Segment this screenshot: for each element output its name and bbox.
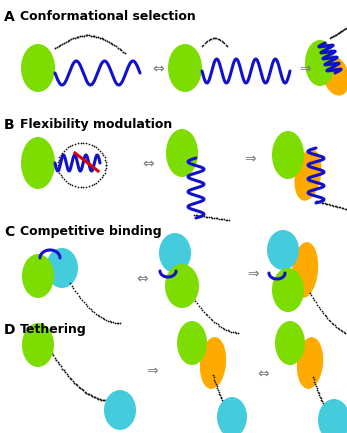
Text: $\Rightarrow$: $\Rightarrow$	[297, 61, 313, 75]
Ellipse shape	[22, 323, 54, 367]
Ellipse shape	[217, 397, 247, 433]
Text: Flexibility modulation: Flexibility modulation	[20, 118, 172, 131]
Ellipse shape	[159, 233, 191, 273]
Text: B: B	[4, 118, 15, 132]
Text: C: C	[4, 225, 14, 239]
Ellipse shape	[294, 149, 322, 201]
Ellipse shape	[46, 248, 78, 288]
Ellipse shape	[272, 131, 304, 179]
Ellipse shape	[322, 56, 347, 96]
Ellipse shape	[165, 264, 199, 308]
Text: Conformational selection: Conformational selection	[20, 10, 196, 23]
Text: $\Rightarrow$: $\Rightarrow$	[242, 151, 258, 165]
Ellipse shape	[21, 44, 55, 92]
Ellipse shape	[305, 40, 335, 86]
Text: $\Rightarrow$: $\Rightarrow$	[144, 363, 160, 377]
Text: D: D	[4, 323, 16, 337]
Text: A: A	[4, 10, 15, 24]
Ellipse shape	[22, 254, 54, 298]
Text: $\Rightarrow$: $\Rightarrow$	[245, 266, 261, 280]
Ellipse shape	[292, 242, 318, 298]
Text: $\Leftrightarrow$: $\Leftrightarrow$	[150, 61, 166, 75]
Ellipse shape	[267, 230, 299, 270]
Ellipse shape	[104, 390, 136, 430]
Text: Competitive binding: Competitive binding	[20, 225, 162, 238]
Text: $\Leftrightarrow$: $\Leftrightarrow$	[134, 271, 150, 285]
Ellipse shape	[200, 337, 226, 389]
Text: Tethering: Tethering	[20, 323, 87, 336]
Ellipse shape	[275, 321, 305, 365]
Ellipse shape	[168, 44, 202, 92]
Ellipse shape	[297, 337, 323, 389]
Ellipse shape	[318, 399, 347, 433]
Text: $\Leftrightarrow$: $\Leftrightarrow$	[255, 366, 271, 380]
Ellipse shape	[272, 268, 304, 312]
Ellipse shape	[21, 137, 55, 189]
Ellipse shape	[166, 129, 198, 177]
Ellipse shape	[177, 321, 207, 365]
Text: $\Leftrightarrow$: $\Leftrightarrow$	[140, 156, 156, 170]
